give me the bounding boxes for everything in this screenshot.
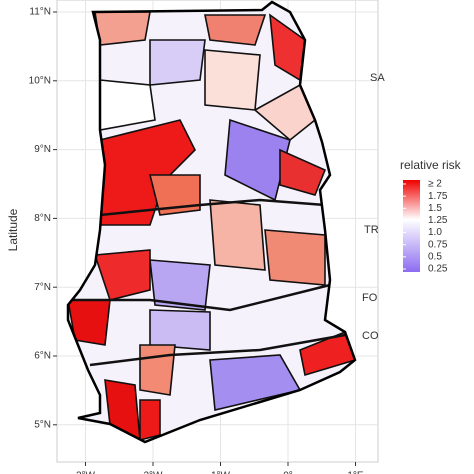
- zone-border: [68, 283, 331, 312]
- y-tick-label: 6°N: [34, 351, 51, 362]
- zone-border: [89, 333, 346, 367]
- district: [264, 229, 326, 286]
- legend-label: 0.25: [428, 264, 448, 275]
- y-axis-label: Latitude: [6, 208, 20, 251]
- district: [204, 49, 261, 111]
- district: [93, 249, 151, 301]
- x-tick-label: 3°W: [76, 471, 96, 474]
- zone-label: CO: [362, 330, 379, 342]
- y-tick-label: 11°N: [29, 7, 51, 18]
- y-tick-label: 8°N: [34, 213, 51, 224]
- district: [204, 14, 267, 46]
- district: [139, 344, 176, 396]
- x-tick-label: 1°W: [211, 471, 231, 474]
- legend-label: 1.75: [428, 191, 448, 202]
- x-tick-label: 1°E: [347, 471, 364, 474]
- x-tick-label: 0°: [283, 471, 293, 474]
- y-tick-label: 7°N: [34, 282, 51, 293]
- district: [149, 39, 206, 86]
- zone-label: SA: [370, 72, 385, 84]
- y-tick-label: 5°N: [34, 419, 51, 430]
- district: [149, 259, 211, 311]
- legend-label: 1.0: [428, 227, 442, 238]
- district: [149, 309, 211, 351]
- legend-label: ≥ 2: [428, 179, 442, 190]
- zone-label: TR: [364, 224, 379, 236]
- y-tick-label: 9°N: [34, 144, 51, 155]
- legend-colorbar: [403, 180, 420, 272]
- legend-title: relative risk: [400, 158, 462, 172]
- zone-label: FO: [362, 292, 378, 304]
- legend-label: 1.5: [428, 203, 442, 214]
- district: [279, 148, 327, 196]
- legend-label: 0.5: [428, 251, 442, 262]
- x-tick-label: 2°W: [144, 471, 164, 474]
- district: [209, 199, 266, 271]
- district: [94, 11, 151, 46]
- legend-label: 1.25: [428, 215, 448, 226]
- y-tick-label: 10°N: [29, 75, 51, 86]
- legend-label: 0.75: [428, 239, 448, 250]
- district: [139, 399, 161, 442]
- zone-border: [99, 198, 326, 217]
